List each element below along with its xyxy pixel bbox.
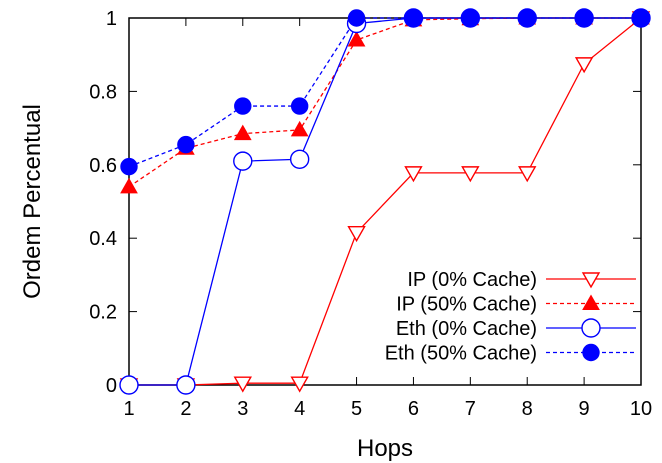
data-point-series-2 (120, 376, 138, 394)
series-line-2 (129, 18, 641, 385)
series-lines (129, 18, 641, 385)
data-point-series-0 (292, 377, 308, 391)
legend: IP (0% Cache) IP (50% Cache)Eth (0% Cache… (385, 269, 636, 365)
x-tick-label: 7 (465, 398, 476, 420)
data-point-series-3 (292, 98, 308, 114)
x-tick-label: 8 (522, 398, 533, 420)
data-point-series-3 (349, 10, 365, 26)
x-tick-label: 2 (180, 398, 191, 420)
y-tick-label: 0.8 (89, 81, 117, 103)
y-tick-label: 1 (106, 8, 117, 30)
legend-label: Eth (50% Cache) (385, 343, 537, 365)
legend-label: Eth (0% Cache) (396, 318, 537, 340)
y-tick-label: 0 (106, 375, 117, 397)
data-point-series-1 (349, 32, 365, 46)
y-tick-label: 0.6 (89, 155, 117, 177)
legend-label: IP (0% Cache) (407, 269, 537, 291)
x-tick-label: 6 (408, 398, 419, 420)
y-tick-label: 0.2 (89, 302, 117, 324)
x-axis-title: Hops (357, 435, 413, 462)
data-point-series-3 (178, 137, 194, 153)
data-point-series-3 (576, 10, 592, 26)
axis-ticks: 1 2 3 4 5 6 7 8 9 10 0 0.2 0.4 0.6 0.8 1 (89, 8, 652, 420)
legend-marker (582, 319, 600, 337)
data-point-series-1 (121, 179, 137, 193)
data-point-series-0 (349, 227, 365, 241)
y-axis-title: Ordem Percentual (19, 104, 46, 299)
data-point-series-0 (462, 167, 478, 181)
y-tick-label: 0.4 (89, 228, 117, 250)
data-point-series-2 (177, 376, 195, 394)
data-point-series-0 (519, 167, 535, 181)
x-tick-label: 4 (294, 398, 305, 420)
x-tick-label: 5 (351, 398, 362, 420)
x-tick-label: 1 (123, 398, 134, 420)
data-point-series-3 (462, 10, 478, 26)
x-tick-label: 10 (630, 398, 652, 420)
legend-label: IP (50% Cache) (396, 294, 537, 316)
plot-frame (129, 18, 641, 385)
data-point-series-0 (576, 58, 592, 72)
data-point-series-3 (235, 98, 251, 114)
x-tick-label: 9 (579, 398, 590, 420)
data-point-series-3 (121, 159, 137, 175)
legend-marker (583, 296, 599, 310)
x-tick-label: 3 (237, 398, 248, 420)
data-point-series-0 (235, 377, 251, 391)
data-point-series-2 (234, 152, 252, 170)
series-markers (120, 9, 650, 394)
legend-marker (583, 345, 599, 361)
data-point-series-3 (633, 10, 649, 26)
data-point-series-2 (291, 150, 309, 168)
data-point-series-3 (405, 10, 421, 26)
data-point-series-3 (519, 10, 535, 26)
series-line-0 (129, 18, 641, 385)
data-point-series-1 (292, 122, 308, 136)
series-line-3 (129, 18, 641, 167)
legend-marker (583, 273, 599, 287)
